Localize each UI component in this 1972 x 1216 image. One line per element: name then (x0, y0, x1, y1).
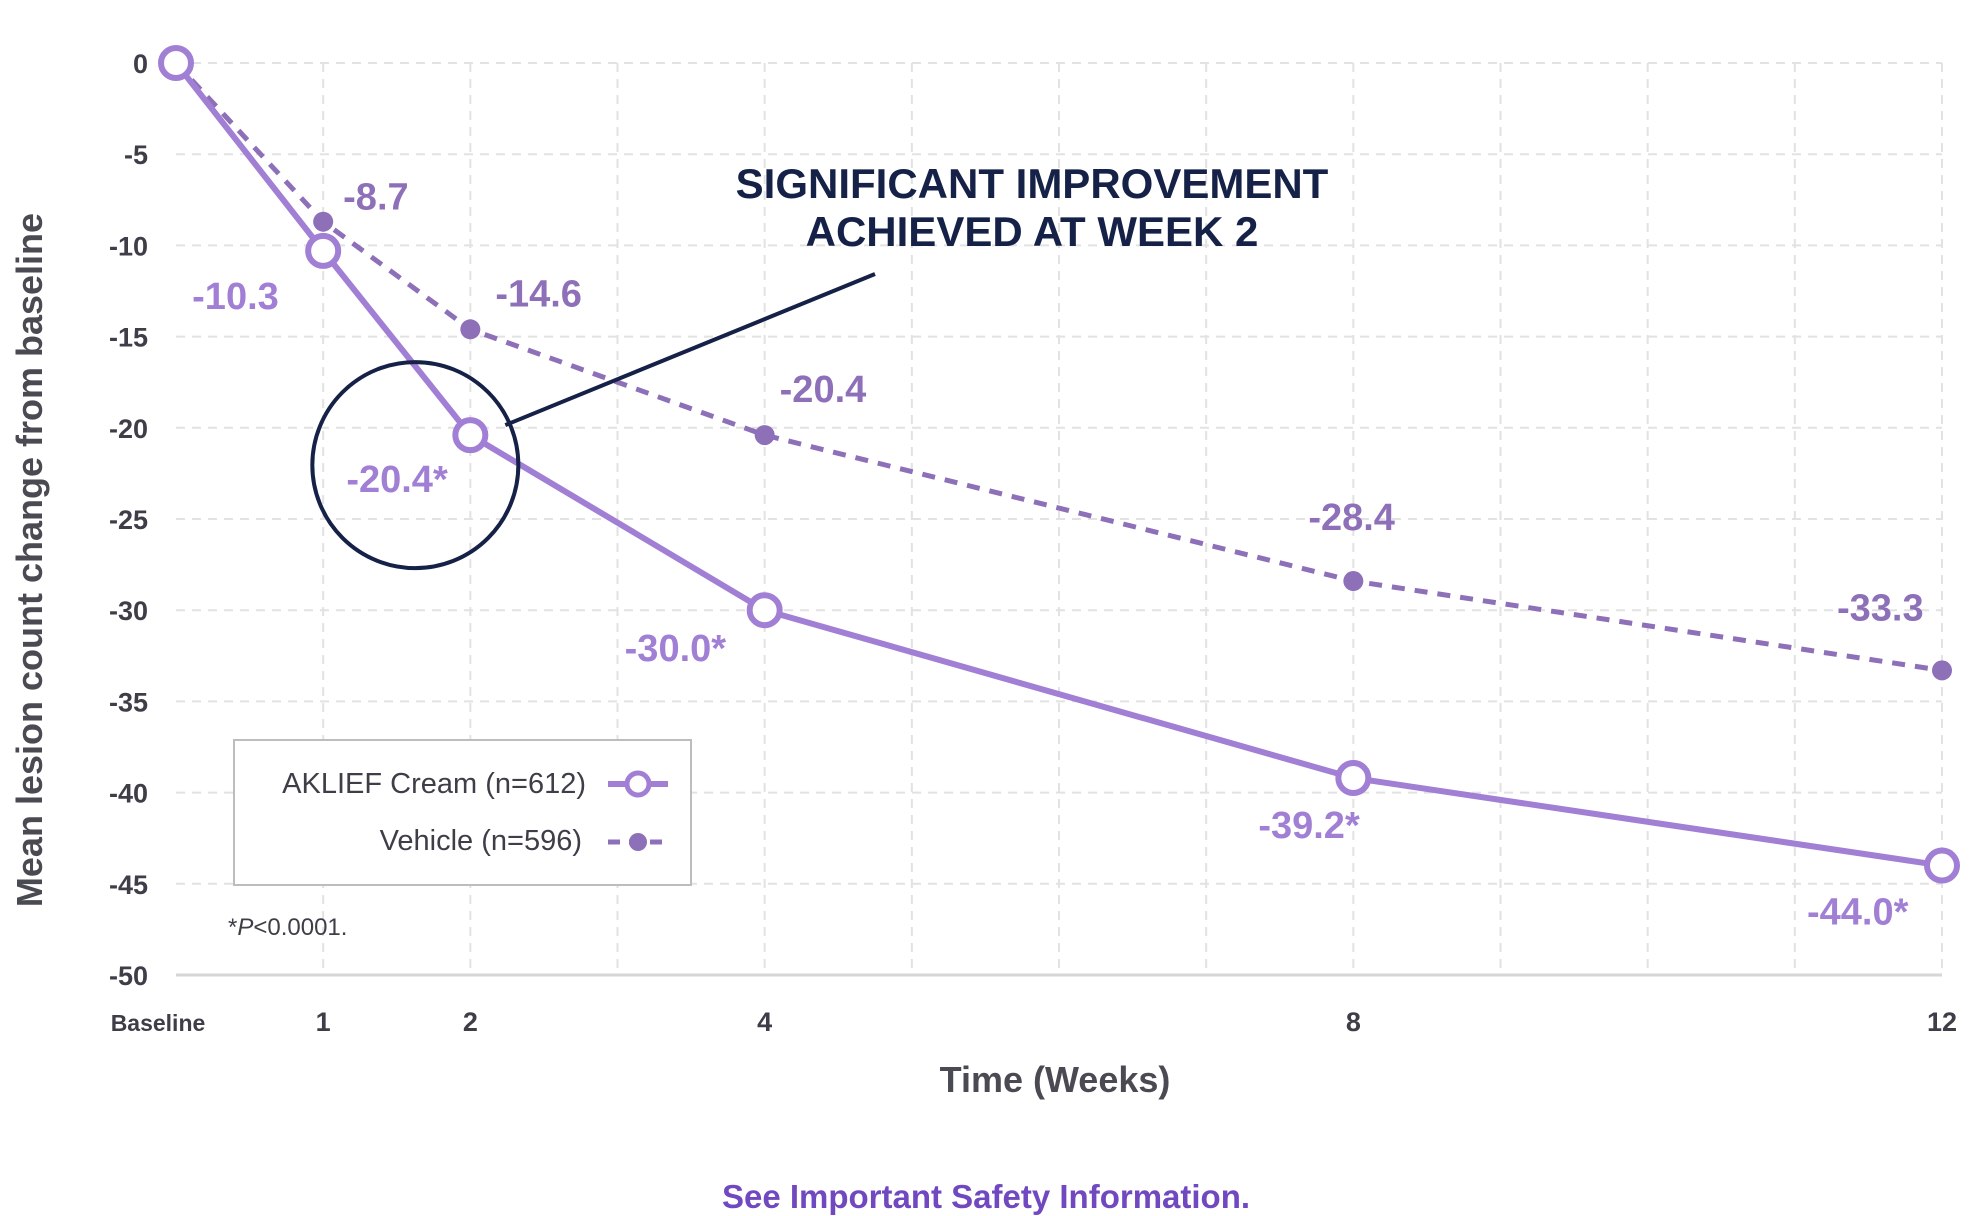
vehicle-data-label: -14.6 (495, 273, 582, 315)
legend-label-vehicle: Vehicle (n=596) (380, 825, 582, 857)
annotation: SIGNIFICANT IMPROVEMENT ACHIEVED AT WEEK… (310, 160, 1329, 571)
aklief-point (1924, 847, 1960, 884)
vehicle-data-label: -33.3 (1837, 587, 1924, 629)
safety-information-link[interactable]: See Important Safety Information. (721, 1178, 1251, 1215)
series-layer (158, 45, 1960, 884)
annotation-title-line-1: SIGNIFICANT IMPROVEMENT (736, 160, 1329, 207)
annotation-pointer-line (504, 272, 876, 427)
y-tick-label: -50 (109, 961, 148, 991)
vehicle-point (460, 319, 481, 340)
legend-box (233, 739, 692, 886)
y-tick-label: -10 (109, 231, 148, 261)
series-line-aklief (173, 61, 1943, 869)
data-labels: -8.7 -10.3 -14.6 -20.4* -20.4 -30.0* -28.4 -39.… (192, 177, 1923, 934)
vehicle-data-label: -8.7 (343, 177, 408, 219)
vehicle-data-label: -20.4 (780, 369, 867, 411)
aklief-data-label: -39.2* (1258, 805, 1360, 847)
vehicle-data-label: -28.4 (1308, 497, 1395, 539)
x-axis-title: Time (Weeks) (940, 1059, 1171, 1100)
y-tick-label: -5 (124, 140, 148, 170)
y-tick-label: -20 (109, 414, 148, 444)
legend-marker-aklief (624, 770, 652, 798)
vehicle-point (1343, 571, 1364, 592)
y-axis-title: Mean lesion count change from baseline (9, 213, 50, 907)
vehicle-point (313, 211, 334, 232)
aklief-data-label: -30.0* (625, 628, 727, 670)
y-tick-label: -40 (109, 779, 148, 809)
vehicle-point (1932, 660, 1952, 681)
x-tick-label: 8 (1346, 1007, 1361, 1037)
aklief-point (1335, 760, 1372, 797)
y-tick-label: -35 (109, 687, 148, 717)
footnote: *P<0.0001. (228, 914, 347, 941)
aklief-data-label: -10.3 (192, 276, 279, 318)
y-tick-label: 0 (133, 49, 148, 79)
legend-marker-vehicle (629, 833, 647, 851)
aklief-point (746, 592, 783, 629)
x-tick-label: 12 (1927, 1007, 1957, 1037)
series-line-vehicle (174, 61, 1943, 673)
aklief-point (452, 417, 489, 454)
legend-label-aklief: AKLIEF Cream (n=612) (282, 768, 586, 800)
y-tick-label: -15 (109, 323, 148, 353)
vehicle-point (754, 425, 775, 446)
highlight-circle (310, 360, 521, 571)
legend: AKLIEF Cream (n=612) Vehicle (n=596) (233, 739, 692, 886)
x-tick-label: 1 (316, 1007, 331, 1037)
y-tick-label: -25 (109, 505, 148, 535)
y-tick-label: -30 (109, 596, 148, 626)
annotation-title-line-2: ACHIEVED AT WEEK 2 (806, 208, 1259, 255)
x-tick-label: 2 (463, 1007, 478, 1037)
y-tick-label: -45 (109, 870, 148, 900)
aklief-point (305, 232, 342, 269)
x-tick-label: Baseline (111, 1010, 206, 1036)
aklief-data-label: -20.4* (346, 459, 448, 501)
x-tick-label: 4 (757, 1007, 772, 1037)
aklief-point (158, 45, 194, 81)
aklief-data-label: -44.0* (1807, 892, 1909, 934)
